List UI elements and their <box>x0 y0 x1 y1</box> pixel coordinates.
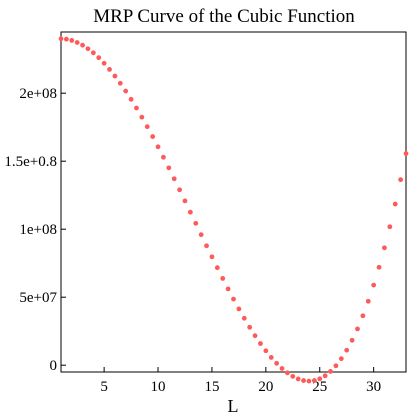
data-point <box>198 232 204 238</box>
data-point <box>90 50 96 56</box>
data-point <box>214 265 220 271</box>
data-point <box>96 55 102 61</box>
data-point <box>107 67 112 72</box>
data-point <box>279 366 285 371</box>
data-point <box>80 42 85 48</box>
data-point <box>101 60 107 66</box>
x-tick-label: 20 <box>258 379 273 395</box>
data-point <box>58 36 64 42</box>
data-point <box>263 348 269 354</box>
data-point <box>355 326 360 332</box>
data-point <box>155 144 161 150</box>
data-point <box>171 176 177 182</box>
data-point <box>85 46 91 52</box>
data-point <box>285 370 290 376</box>
x-axis-label: L <box>228 396 239 416</box>
data-point <box>241 315 247 321</box>
x-tick-label: 30 <box>366 379 381 395</box>
data-point <box>311 378 317 383</box>
data-point <box>236 306 242 312</box>
data-point <box>295 376 301 382</box>
data-point <box>220 276 226 281</box>
x-tick-label: 5 <box>100 379 108 395</box>
data-point <box>328 369 333 374</box>
data-point <box>134 105 139 111</box>
data-point <box>177 187 182 193</box>
data-point <box>128 96 134 102</box>
data-point <box>74 40 80 45</box>
data-point <box>231 296 236 302</box>
data-point <box>161 154 166 160</box>
data-point <box>365 298 371 304</box>
data-point <box>268 355 274 360</box>
x-tick-label: 15 <box>204 379 219 395</box>
y-tick-label: 0 <box>50 358 58 374</box>
x-axis: 5 10 15 20 25 30 <box>100 367 381 395</box>
data-point <box>182 198 188 204</box>
data-point <box>317 376 323 382</box>
data-point <box>403 151 409 156</box>
data-point <box>150 134 156 139</box>
data-point <box>209 254 215 260</box>
data-point <box>139 114 145 120</box>
data-point <box>258 341 263 346</box>
y-axis: 0 5e+07 1e+08 1.5e+0.8 2e+08 <box>4 86 66 374</box>
data-point <box>112 73 118 79</box>
data-point <box>166 165 172 171</box>
plot-frame <box>60 31 407 373</box>
y-tick-label: 1e+08 <box>19 222 57 238</box>
data-point <box>349 337 355 343</box>
data-point <box>193 220 199 226</box>
data-point <box>144 124 150 130</box>
data-point <box>306 378 312 384</box>
data-point <box>123 88 129 94</box>
data-point <box>344 347 350 353</box>
data-point <box>387 224 393 230</box>
data-point <box>376 264 382 270</box>
data-point <box>69 38 75 43</box>
chart-title: MRP Curve of the Cubic Function <box>93 6 355 27</box>
data-point <box>371 282 377 288</box>
data-point <box>382 245 387 251</box>
y-tick-label: 2e+08 <box>19 86 57 102</box>
data-point <box>252 333 258 339</box>
y-tick-label: 1.5e+0.8 <box>4 154 57 170</box>
data-point <box>187 209 193 215</box>
data-series <box>58 36 409 384</box>
data-point <box>117 80 123 86</box>
data-point <box>204 243 209 249</box>
data-point <box>333 363 339 369</box>
data-point <box>338 356 344 362</box>
data-point <box>360 313 366 319</box>
y-tick-label: 5e+07 <box>19 290 57 306</box>
data-point <box>322 373 328 379</box>
x-tick-label: 25 <box>312 379 327 395</box>
data-point <box>225 286 231 292</box>
data-point <box>301 378 306 383</box>
data-point <box>290 373 296 379</box>
data-point <box>392 201 398 207</box>
data-point <box>274 360 280 366</box>
data-point <box>398 177 404 183</box>
x-tick-label: 10 <box>151 379 166 395</box>
data-point <box>247 324 253 330</box>
data-point <box>63 36 69 42</box>
